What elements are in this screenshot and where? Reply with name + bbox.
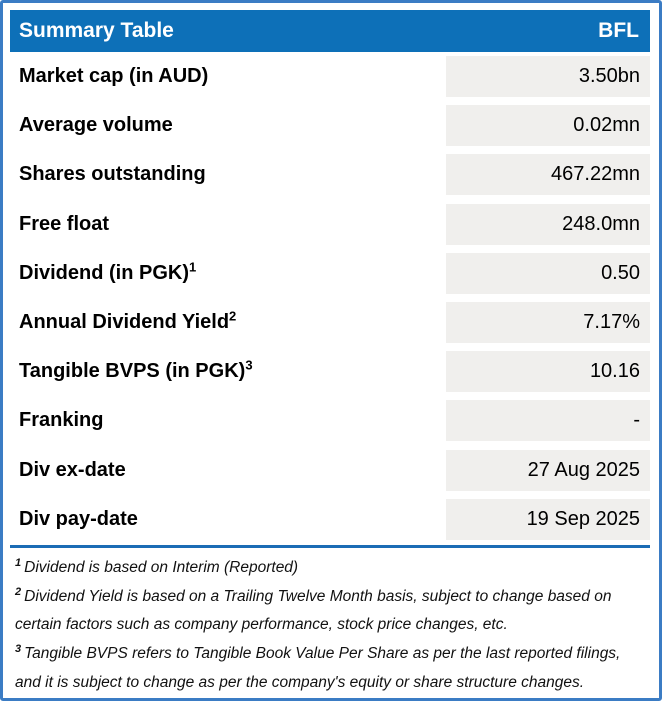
row-value-cell: 10.16 xyxy=(446,351,650,393)
table-row: Tangible BVPS (in PGK)3 10.16 xyxy=(10,347,650,396)
footnote-superscript: 2 xyxy=(15,585,22,598)
row-label: Free float xyxy=(10,213,446,236)
footnotes-section: 1 Dividend is based on Interim (Reported)… xyxy=(10,548,650,698)
footnote-superscript: 1 xyxy=(15,556,22,569)
table-row: Dividend (in PGK)1 0.50 xyxy=(10,249,650,298)
row-label: Shares outstanding xyxy=(10,163,446,186)
table-header: Summary Table BFL xyxy=(10,10,650,52)
row-value-text: 7.17% xyxy=(583,311,640,334)
table-row: Average volume 0.02mn xyxy=(10,101,650,150)
table-row: Div pay-date 19 Sep 2025 xyxy=(10,495,650,544)
row-value-cell: 0.50 xyxy=(446,252,650,294)
table-row: Market cap (in AUD) 3.50bn xyxy=(10,52,650,101)
table-row: Annual Dividend Yield2 7.17% xyxy=(10,298,650,347)
row-value-text: 467.22mn xyxy=(551,163,640,186)
bottom-rule-divider xyxy=(10,544,650,548)
row-label: Market cap (in AUD) xyxy=(10,65,446,88)
footnote-text: Tangible BVPS refers to Tangible Book Va… xyxy=(15,645,621,692)
table-row: Franking - xyxy=(10,396,650,445)
row-label: Dividend (in PGK)1 xyxy=(10,259,446,285)
row-label-text: Annual Dividend Yield xyxy=(19,311,230,334)
row-value-text: 10.16 xyxy=(589,360,640,383)
row-value-cell: 27 Aug 2025 xyxy=(446,449,650,491)
row-value-cell: - xyxy=(446,400,650,442)
row-value-text: 248.0mn xyxy=(562,212,640,235)
footnote: 2 Dividend Yield is based on a Trailing T… xyxy=(15,583,644,641)
row-label-text: Average volume xyxy=(19,114,173,137)
row-value-text: 27 Aug 2025 xyxy=(527,458,640,481)
row-label-text: Div pay-date xyxy=(19,507,138,530)
footnote-text: Dividend is based on Interim (Reported) xyxy=(24,558,299,576)
ticker-badge: BFL xyxy=(598,19,639,42)
row-label: Average volume xyxy=(10,114,446,137)
row-value-cell: 0.02mn xyxy=(446,105,650,147)
row-value-text: 3.50bn xyxy=(578,65,640,88)
row-value-text: 0.02mn xyxy=(573,114,640,137)
footnote-superscript: 3 xyxy=(15,643,22,656)
row-value-cell: 7.17% xyxy=(446,302,650,344)
row-label-text: Free float xyxy=(19,212,110,235)
table-row: Free float 248.0mn xyxy=(10,200,650,249)
row-label-text: Market cap (in AUD) xyxy=(19,65,209,88)
row-label: Div ex-date xyxy=(10,459,446,482)
row-value-cell: 467.22mn xyxy=(446,154,650,196)
table-title: Summary Table xyxy=(19,19,174,42)
row-label-text: Franking xyxy=(19,409,104,432)
table-row: Div ex-date 27 Aug 2025 xyxy=(10,446,650,495)
row-label-text: Div ex-date xyxy=(19,458,126,481)
row-label: Franking xyxy=(10,409,446,432)
row-label-superscript: 1 xyxy=(189,259,197,275)
row-value-text: 19 Sep 2025 xyxy=(526,507,640,530)
summary-rows: Market cap (in AUD) 3.50bn Average volum… xyxy=(10,52,650,544)
row-label: Tangible BVPS (in PGK)3 xyxy=(10,357,446,383)
row-value-text: - xyxy=(633,409,640,432)
row-value-cell: 3.50bn xyxy=(446,56,650,98)
row-label-superscript: 3 xyxy=(245,357,253,373)
row-label-text: Dividend (in PGK) xyxy=(19,261,189,284)
row-value-text: 0.50 xyxy=(601,261,640,284)
footnote: 1 Dividend is based on Interim (Reported) xyxy=(15,554,644,583)
row-label-text: Shares outstanding xyxy=(19,163,206,186)
row-label-text: Tangible BVPS (in PGK) xyxy=(19,360,246,383)
row-value-cell: 248.0mn xyxy=(446,203,650,245)
row-value-cell: 19 Sep 2025 xyxy=(446,498,650,540)
table-row: Shares outstanding 467.22mn xyxy=(10,150,650,199)
row-label: Div pay-date xyxy=(10,508,446,531)
row-label: Annual Dividend Yield2 xyxy=(10,308,446,334)
row-label-superscript: 2 xyxy=(229,308,237,324)
footnote: 3 Tangible BVPS refers to Tangible Book V… xyxy=(15,640,644,698)
footnote-text: Dividend Yield is based on a Trailing Tw… xyxy=(15,587,612,634)
